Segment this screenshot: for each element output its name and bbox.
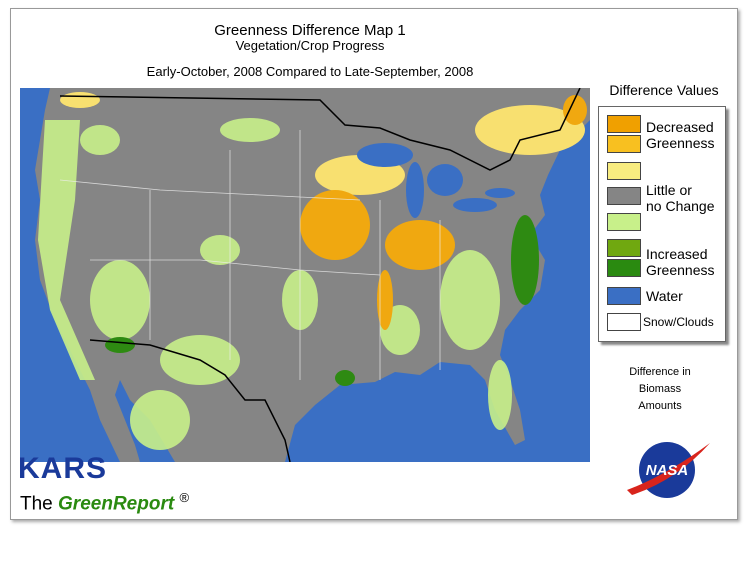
text: GreenReport: [58, 493, 175, 515]
text: ®: [179, 490, 190, 505]
text: The: [20, 493, 53, 515]
text: Increased: [646, 246, 708, 262]
swatch: [607, 187, 641, 205]
map: [20, 88, 590, 462]
text: Snow/Clouds: [643, 315, 714, 329]
legend-title: Difference Values: [609, 82, 719, 98]
nasa-logo: NASA: [627, 442, 710, 498]
text: NASA: [646, 462, 689, 479]
legend-label: Increased Greenness: [646, 246, 714, 278]
text: Water: [646, 288, 683, 304]
legend-label: Little or no Change: [646, 182, 715, 214]
subtitle: Vegetation/Crop Progress: [235, 38, 385, 53]
swatch: [607, 213, 641, 231]
text: Amounts: [638, 400, 682, 412]
text: Greenness: [646, 262, 715, 278]
legend-label: Snow/Clouds: [643, 314, 714, 330]
kars-logo: KARS: [18, 452, 108, 485]
text: Difference in: [629, 366, 691, 378]
date-range: Early-October, 2008 Compared to Late-Sep…: [146, 64, 474, 79]
greenreport: The GreenReport ®: [20, 490, 189, 515]
text: Biomass: [638, 383, 682, 395]
swatch: [607, 115, 641, 133]
swatch: [607, 259, 641, 277]
text: Greenness: [646, 135, 715, 151]
title: Greenness Difference Map 1: [214, 22, 406, 39]
swatch: [607, 135, 641, 153]
legend-label: Water: [646, 288, 683, 304]
legend-label: Decreased Greenness: [646, 119, 714, 151]
swatch: [607, 162, 641, 180]
text: Little or: [646, 182, 692, 198]
swatch: [607, 239, 641, 257]
note: Difference in Biomass Amounts: [600, 364, 720, 415]
text: Decreased: [646, 119, 714, 135]
text: no Change: [646, 198, 715, 214]
swatch: [607, 287, 641, 305]
swatch: [607, 313, 641, 331]
legend: Decreased Greenness Little or no Change In…: [598, 106, 726, 342]
